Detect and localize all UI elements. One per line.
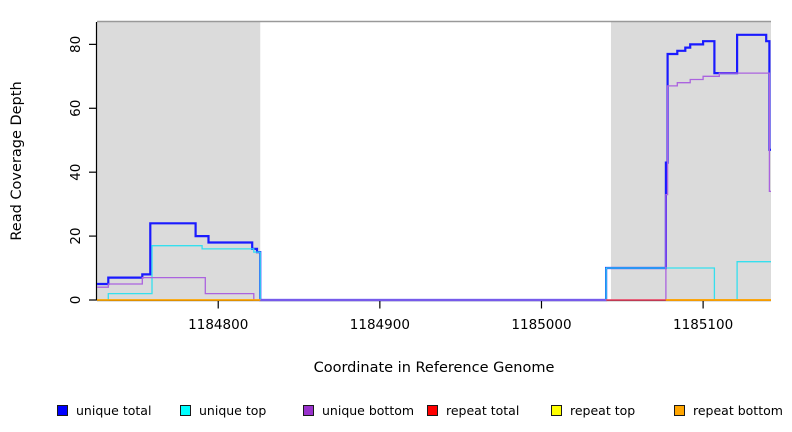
y-axis-title: Read Coverage Depth — [9, 81, 25, 241]
y-tick-label: 80 — [68, 36, 84, 53]
y-tick-label: 60 — [68, 100, 84, 117]
legend-label: unique bottom — [322, 402, 415, 418]
x-tick-label: 1184900 — [350, 317, 410, 333]
legend-label: unique total — [76, 402, 152, 418]
legend-item-unique-top: unique top — [180, 400, 266, 420]
y-tick-label: 40 — [68, 164, 84, 181]
legend-swatch-repeat-bottom — [674, 404, 685, 416]
legend-item-unique-total: unique total — [57, 400, 151, 420]
x-axis-title: Coordinate in Reference Genome — [313, 360, 555, 376]
x-tick-label: 1185000 — [511, 317, 571, 333]
legend-swatch-unique-top — [180, 404, 191, 416]
legend-swatch-unique-bottom — [303, 404, 314, 416]
legend-label: repeat total — [446, 402, 520, 418]
legend-item-repeat-total: repeat total — [427, 400, 519, 420]
shaded-region-0 — [97, 22, 261, 300]
legend-item-repeat-top: repeat top — [551, 400, 635, 420]
legend: unique total unique top unique bottom repea… — [0, 400, 792, 424]
legend-label: unique top — [199, 402, 267, 418]
legend-item-repeat-bottom: repeat bottom — [674, 400, 783, 420]
legend-swatch-unique-total — [57, 404, 68, 416]
legend-label: repeat top — [570, 402, 636, 418]
x-tick-label: 1185100 — [673, 317, 733, 333]
shaded-region-1 — [610, 22, 771, 300]
x-tick-label: 1184800 — [188, 317, 248, 333]
series-line-unique-bottom — [97, 72, 771, 301]
legend-swatch-repeat-top — [551, 404, 562, 416]
legend-item-unique-bottom: unique bottom — [303, 400, 414, 420]
y-tick-label: 20 — [68, 227, 84, 244]
y-tick-label: 0 — [68, 296, 84, 305]
legend-swatch-repeat-total — [427, 404, 438, 416]
legend-label: repeat bottom — [693, 402, 783, 418]
